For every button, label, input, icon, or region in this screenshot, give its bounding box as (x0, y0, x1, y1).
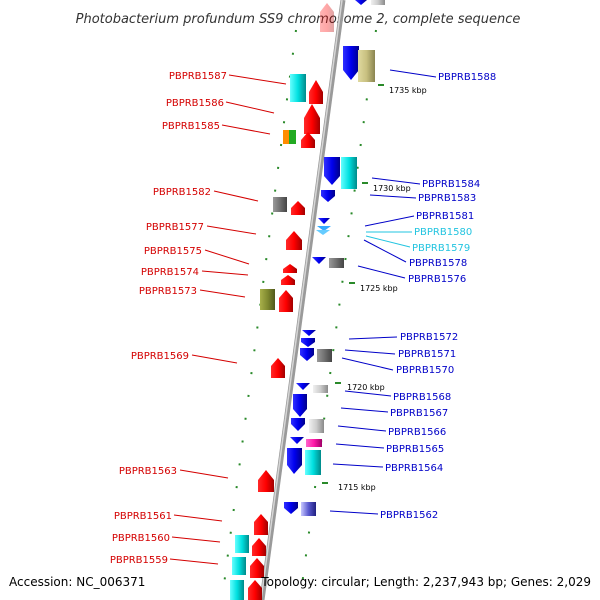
gene-feature-pbprb1588[interactable] (358, 50, 375, 82)
gene-feature-pbprb1586b[interactable] (304, 104, 320, 134)
gene-feature-pbprb1583[interactable] (321, 190, 335, 202)
map-title: Photobacterium profundum SS9 chromosome … (76, 12, 521, 27)
gene-feature-pbprb1560-cyan[interactable] (235, 535, 249, 553)
gene-label-pbprb1583[interactable]: PBPRB1583 (418, 193, 476, 204)
gene-label-pbprb1580[interactable]: PBPRB1580 (414, 227, 472, 238)
gene-label-pbprb1586[interactable]: PBPRB1586 (166, 98, 224, 109)
gene-label-pbprb1573[interactable]: PBPRB1573 (139, 286, 197, 297)
gene-feature-pbprb1573[interactable] (279, 290, 293, 312)
gene-label-pbprb1588[interactable]: PBPRB1588 (438, 72, 496, 83)
gene-label-pbprb1561[interactable]: PBPRB1561 (114, 511, 172, 522)
scale-label-1715: 1715 kbp (338, 483, 376, 492)
gene-feature-pbprb1559-cyan[interactable] (232, 557, 246, 575)
gene-label-pbprb1578[interactable]: PBPRB1578 (409, 258, 467, 269)
gene-label-pbprb1570[interactable]: PBPRB1570 (396, 365, 454, 376)
gene-feature-pbprb1571[interactable] (300, 348, 314, 361)
gene-feature-pbprb1564-blue[interactable] (287, 448, 302, 474)
gene-feature-pbprb1564[interactable] (305, 450, 321, 475)
gene-feature-pbprb1570[interactable] (317, 349, 332, 362)
gene-feature-top-gray[interactable] (371, 0, 385, 5)
gene-feature-pbprb1562-blue[interactable] (284, 502, 298, 514)
gene-feature-pbprb1585-orange[interactable] (283, 130, 289, 144)
gene-label-pbprb1566[interactable]: PBPRB1566 (388, 427, 446, 438)
gene-label-pbprb1562[interactable]: PBPRB1562 (380, 510, 438, 521)
gene-feature-pbprb1559[interactable] (250, 558, 264, 578)
gene-label-pbprb1567[interactable]: PBPRB1567 (390, 408, 448, 419)
gene-feature-top[interactable] (320, 3, 334, 32)
gene-label-pbprb1572[interactable]: PBPRB1572 (400, 332, 458, 343)
gene-feature-pbprb1585-green[interactable] (289, 130, 296, 144)
gene-label-pbprb1579[interactable]: PBPRB1579 (412, 243, 470, 254)
gene-feature-pbprb1582-gray[interactable] (273, 197, 287, 212)
gene-label-pbprb1574[interactable]: PBPRB1574 (141, 267, 199, 278)
gene-feature-pbprb1584-blue[interactable] (324, 157, 340, 185)
gene-feature-pbprb1578[interactable] (312, 257, 326, 264)
scale-label-1725: 1725 kbp (360, 284, 398, 293)
gene-feature-pbprb1572b[interactable] (301, 338, 315, 347)
gene-label-pbprb1576[interactable]: PBPRB1576 (408, 274, 466, 285)
gene-feature-pbprb1566[interactable] (309, 419, 324, 433)
gene-feature-pbprb1566-blue[interactable] (291, 418, 305, 431)
chromosome-backbone (259, 0, 346, 600)
gene-feature-top-blue[interactable] (355, 0, 367, 5)
gene-feature-pbprb1563[interactable] (258, 470, 274, 492)
gene-label-pbprb1569[interactable]: PBPRB1569 (131, 351, 189, 362)
gene-label-pbprb1559[interactable]: PBPRB1559 (110, 555, 168, 566)
gene-feature-pbprb1562[interactable] (301, 502, 316, 516)
gene-feature-pbprb1572[interactable] (302, 330, 316, 336)
gene-label-pbprb1585[interactable]: PBPRB1585 (162, 121, 220, 132)
gene-feature-pbprb1569[interactable] (271, 358, 285, 378)
gene-label-pbprb1581[interactable]: PBPRB1581 (416, 211, 474, 222)
gene-feature-pbprb1567[interactable] (293, 394, 307, 417)
scale-label-1735: 1735 kbp (389, 86, 427, 95)
chromosome-backbone-highlight (260, 0, 343, 600)
gene-feature-pbprb1581[interactable] (318, 218, 330, 224)
gene-label-pbprb1563[interactable]: PBPRB1563 (119, 466, 177, 477)
gene-feature-pbprb1582[interactable] (291, 201, 305, 215)
gene-feature-pbprb1585[interactable] (301, 132, 315, 148)
left-labels: PBPRB1587 PBPRB1586 PBPRB1585 PBPRB1582 … (110, 71, 287, 566)
gene-feature-pbprb1560[interactable] (252, 538, 266, 556)
topology-text: Topology: circular; Length: 2,237,943 bp… (260, 575, 591, 589)
accession-text: Accession: NC_006371 (9, 575, 145, 589)
gene-label-pbprb1568[interactable]: PBPRB1568 (393, 392, 451, 403)
gene-feature-pbprb1565-blue[interactable] (290, 437, 304, 444)
gene-feature-pbprb1577[interactable] (286, 231, 302, 250)
left-guide-line (221, 29, 297, 600)
gene-feature-pbprb1573-olive[interactable] (260, 289, 275, 310)
gene-label-pbprb1584[interactable]: PBPRB1584 (422, 179, 480, 190)
gene-label-pbprb1577[interactable]: PBPRB1577 (146, 222, 204, 233)
gene-feature-pbprb1574[interactable] (281, 275, 295, 285)
gene-feature-pbprb1579[interactable] (316, 230, 330, 235)
gene-feature-pbprb1584[interactable] (341, 157, 357, 189)
gene-feature-pbprb1565[interactable] (306, 439, 322, 447)
gene-label-pbprb1564[interactable]: PBPRB1564 (385, 463, 443, 474)
gene-label-pbprb1575[interactable]: PBPRB1575 (144, 246, 202, 257)
scale-label-1720: 1720 kbp (347, 383, 385, 392)
gene-feature-bottom-cyan[interactable] (230, 580, 244, 600)
gene-feature-pbprb1568-blue[interactable] (296, 383, 310, 390)
right-labels: PBPRB1588 PBPRB1584 PBPRB1583 PBPRB1581 … (329, 69, 496, 521)
gene-label-pbprb1565[interactable]: PBPRB1565 (386, 444, 444, 455)
gene-label-pbprb1571[interactable]: PBPRB1571 (398, 349, 456, 360)
gene-feature-pbprb1561[interactable] (254, 514, 268, 535)
gene-label-pbprb1587[interactable]: PBPRB1587 (169, 71, 227, 82)
gene-feature-pbprb1576[interactable] (329, 258, 344, 268)
gene-feature-pbprb1580[interactable] (317, 226, 331, 231)
gene-label-pbprb1560[interactable]: PBPRB1560 (112, 533, 170, 544)
scale-label-1730: 1730 kbp (373, 184, 411, 193)
gene-feature-pbprb1568[interactable] (313, 385, 328, 393)
accession-background (6, 572, 158, 590)
gene-feature-pbprb1575[interactable] (283, 264, 297, 273)
gene-feature-bottom-red[interactable] (248, 580, 262, 600)
gene-feature-pbprb1586[interactable] (309, 80, 323, 104)
gene-label-pbprb1582[interactable]: PBPRB1582 (153, 187, 211, 198)
gene-feature-pbprb1587[interactable] (290, 74, 306, 102)
gene-feature-pbprb1588-blue[interactable] (343, 46, 359, 80)
